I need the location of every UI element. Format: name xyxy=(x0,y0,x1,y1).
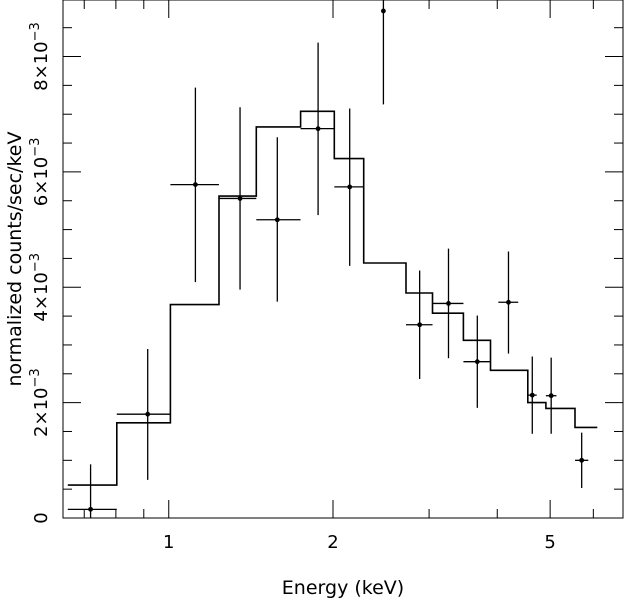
point-marker xyxy=(88,506,93,512)
y-tick-label: 0 xyxy=(31,512,52,523)
data-point xyxy=(545,357,557,434)
y-axis-ticks: 02×10−34×10−36×10−38×10−3 xyxy=(28,22,623,524)
x-axis-ticks: 1 2 5 xyxy=(83,0,594,553)
data-point xyxy=(170,87,219,283)
y-tick-label-base: 0 xyxy=(31,512,52,523)
data-point xyxy=(116,348,171,480)
point-marker xyxy=(579,457,585,463)
point-marker xyxy=(237,196,243,201)
data-point xyxy=(334,108,364,266)
y-tick-label-base: 2×10 xyxy=(31,387,52,436)
y-tick-label: 6×10−3 xyxy=(28,138,52,207)
x-tick-label: 5 xyxy=(544,532,555,553)
point-marker xyxy=(506,299,511,305)
data-point xyxy=(405,270,433,379)
y-tick-label-exponent: −3 xyxy=(28,22,43,41)
y-tick-label-exponent: −3 xyxy=(28,253,43,272)
data-point xyxy=(432,248,464,359)
point-marker xyxy=(417,322,423,328)
point-marker xyxy=(347,184,353,190)
data-points xyxy=(67,0,589,518)
point-marker xyxy=(529,392,535,398)
point-marker xyxy=(381,8,386,14)
y-tick-label-base: 8×10 xyxy=(31,41,52,90)
y-tick-label-base: 4×10 xyxy=(31,272,52,321)
y-tick-label: 8×10−3 xyxy=(28,22,52,91)
point-marker xyxy=(548,393,554,399)
point-marker xyxy=(274,217,280,223)
x-tick-label: 1 xyxy=(163,532,174,553)
data-point xyxy=(463,315,491,408)
y-tick-label-exponent: −3 xyxy=(28,368,43,387)
plot-frame xyxy=(62,0,624,519)
data-point xyxy=(218,107,257,290)
data-point xyxy=(381,0,386,105)
y-tick-label-base: 6×10 xyxy=(31,157,52,206)
data-point xyxy=(256,137,301,302)
data-point xyxy=(67,464,117,518)
point-marker xyxy=(474,359,480,365)
y-tick-label: 4×10−3 xyxy=(28,253,52,322)
x-axis-label: Energy (keV) xyxy=(282,577,404,599)
point-marker xyxy=(315,126,321,132)
model-histogram xyxy=(67,110,598,486)
y-axis-label: normalized counts/sec/keV xyxy=(4,132,26,387)
point-marker xyxy=(145,411,151,417)
data-point xyxy=(498,251,519,354)
model-step-line xyxy=(67,110,598,486)
x-tick-label: 2 xyxy=(327,532,338,553)
data-point xyxy=(527,356,537,434)
point-marker xyxy=(192,182,198,187)
point-marker xyxy=(446,301,451,306)
y-tick-label: 2×10−3 xyxy=(28,368,52,437)
data-point xyxy=(575,432,589,489)
data-point xyxy=(300,42,335,216)
y-tick-label-exponent: −3 xyxy=(28,138,43,157)
